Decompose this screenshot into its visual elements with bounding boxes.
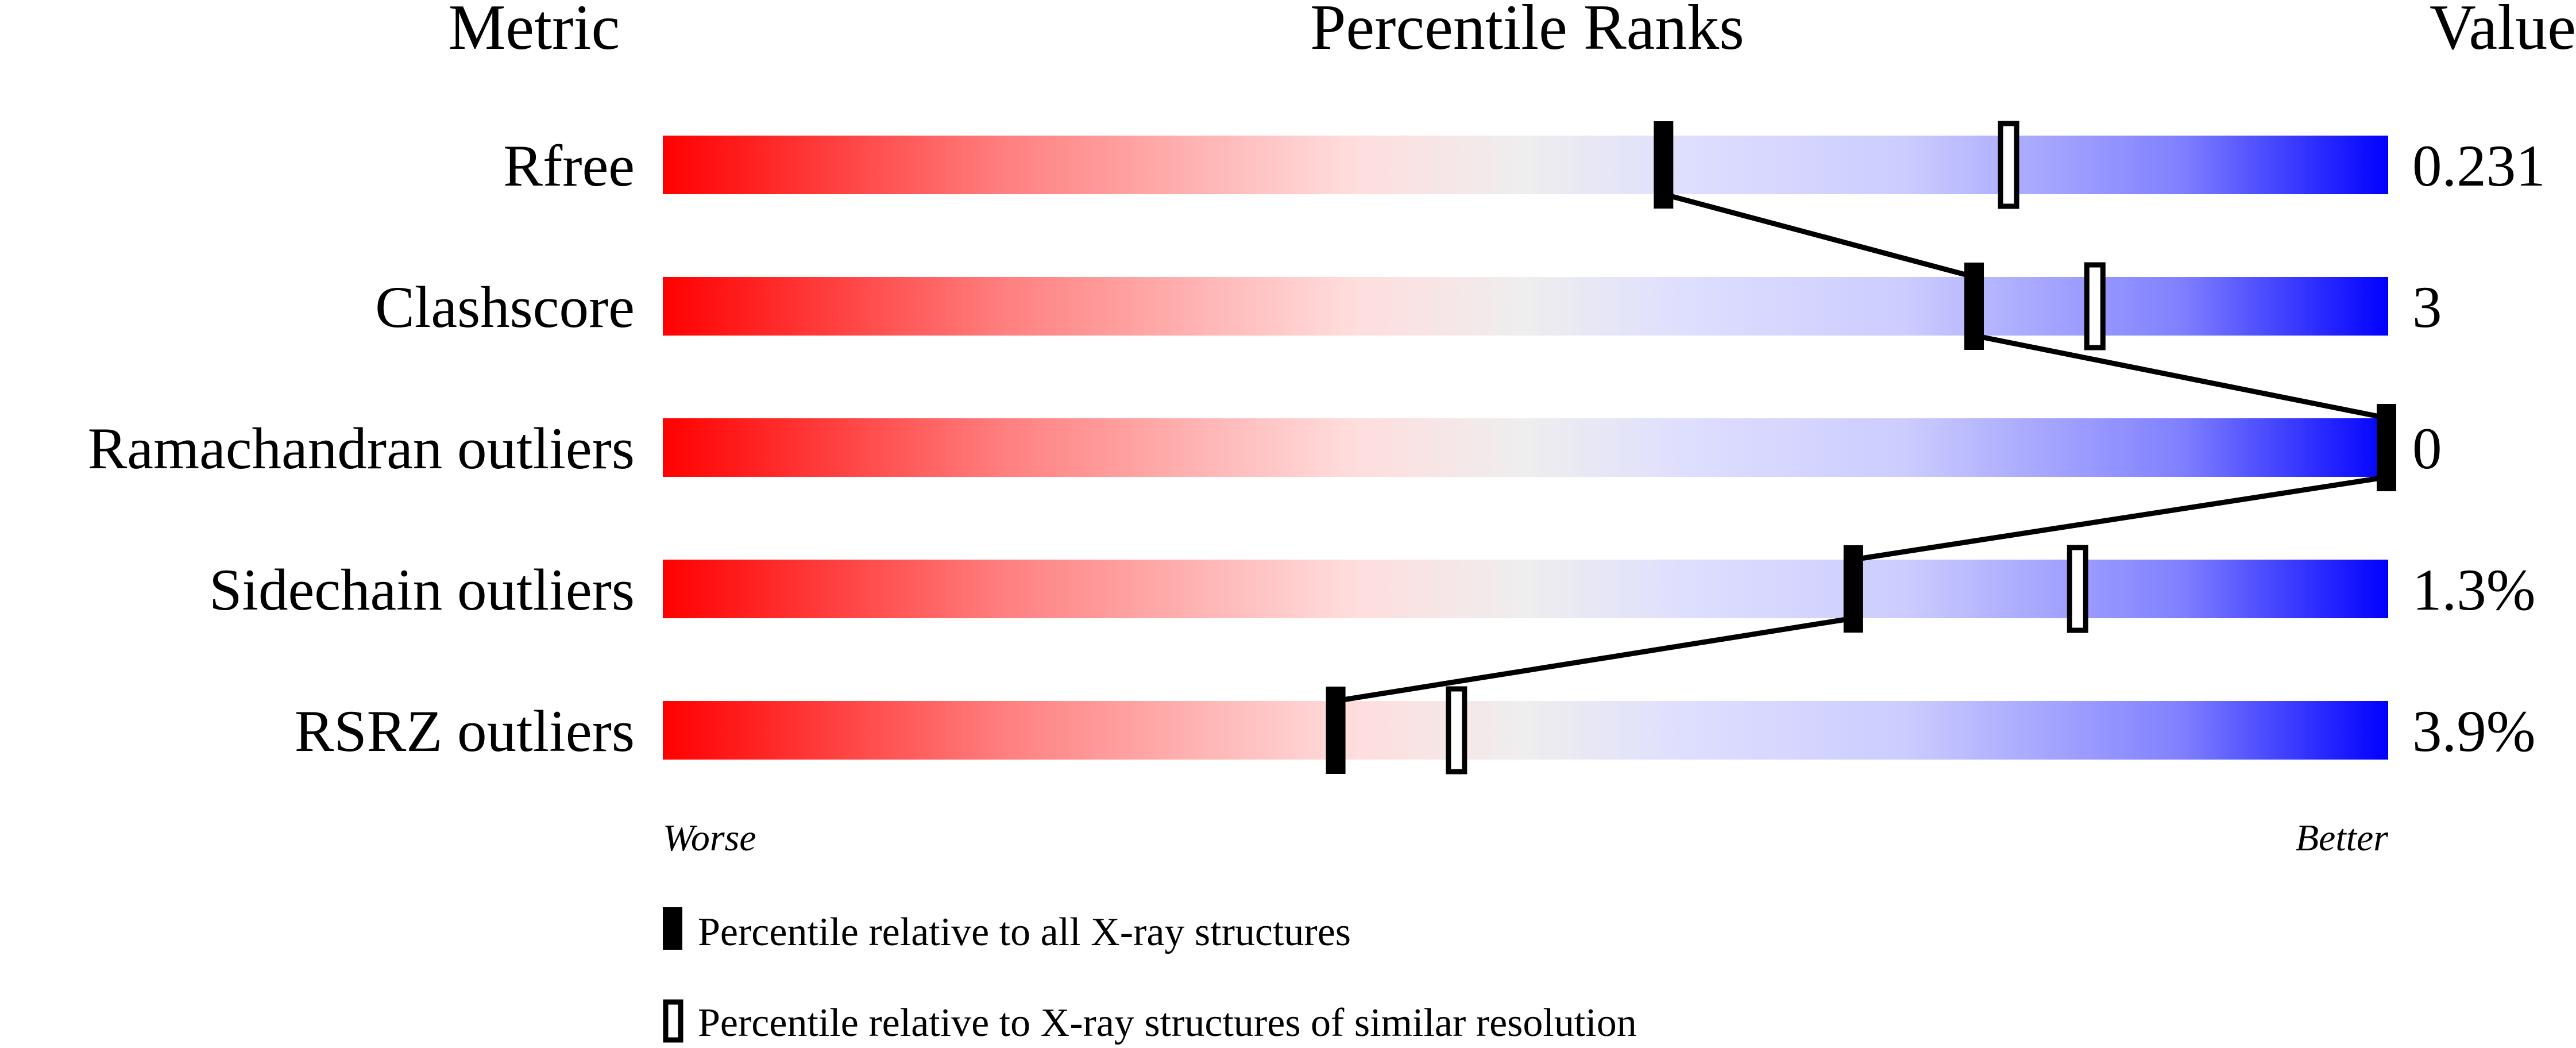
metric-value: 0.231 <box>2412 133 2546 199</box>
percentile-bar <box>663 701 2388 760</box>
header-metric: Metric <box>449 0 620 63</box>
connector-line <box>1973 333 2389 421</box>
marker-all-structures <box>1326 687 1346 774</box>
metric-value: 1.3% <box>2412 557 2536 623</box>
metric-label: Rfree <box>503 133 635 199</box>
percentile-bar <box>663 277 2388 336</box>
percentile-bar <box>663 560 2388 618</box>
marker-all-structures <box>1964 263 1984 350</box>
axis-label-worse: Worse <box>663 817 756 859</box>
marker-similar-resolution <box>1998 121 2019 209</box>
marker-similar-resolution <box>2084 262 2106 350</box>
connector-line <box>1663 191 1975 280</box>
legend-label-all: Percentile relative to all X-ray structu… <box>698 910 1351 954</box>
metric-label: RSRZ outliers <box>295 699 635 764</box>
legend-label-similar: Percentile relative to X-ray structures … <box>698 1001 1637 1045</box>
metric-value: 0 <box>2412 416 2442 481</box>
marker-all-structures <box>1843 545 1863 633</box>
connector-line <box>1335 615 1854 704</box>
header-value: Value <box>2430 0 2576 63</box>
axis-label-better: Better <box>2296 817 2389 859</box>
header-percentile: Percentile Ranks <box>1310 0 1744 63</box>
marker-similar-resolution <box>1446 686 1467 775</box>
marker-similar-resolution <box>2067 545 2088 633</box>
metric-label: Ramachandran outliers <box>88 416 635 481</box>
metric-label: Clashscore <box>375 275 635 340</box>
metric-value: 3.9% <box>2412 699 2536 764</box>
percentile-bar <box>663 136 2388 194</box>
legend-filled-marker <box>663 907 682 950</box>
legend-open-marker <box>663 999 683 1043</box>
metric-label: Sidechain outliers <box>209 557 635 623</box>
percentile-bar <box>663 418 2388 477</box>
marker-all-structures <box>1654 121 1674 209</box>
marker-all-structures <box>2377 404 2396 491</box>
connector-line <box>1853 474 2389 562</box>
metric-value: 3 <box>2412 275 2442 340</box>
